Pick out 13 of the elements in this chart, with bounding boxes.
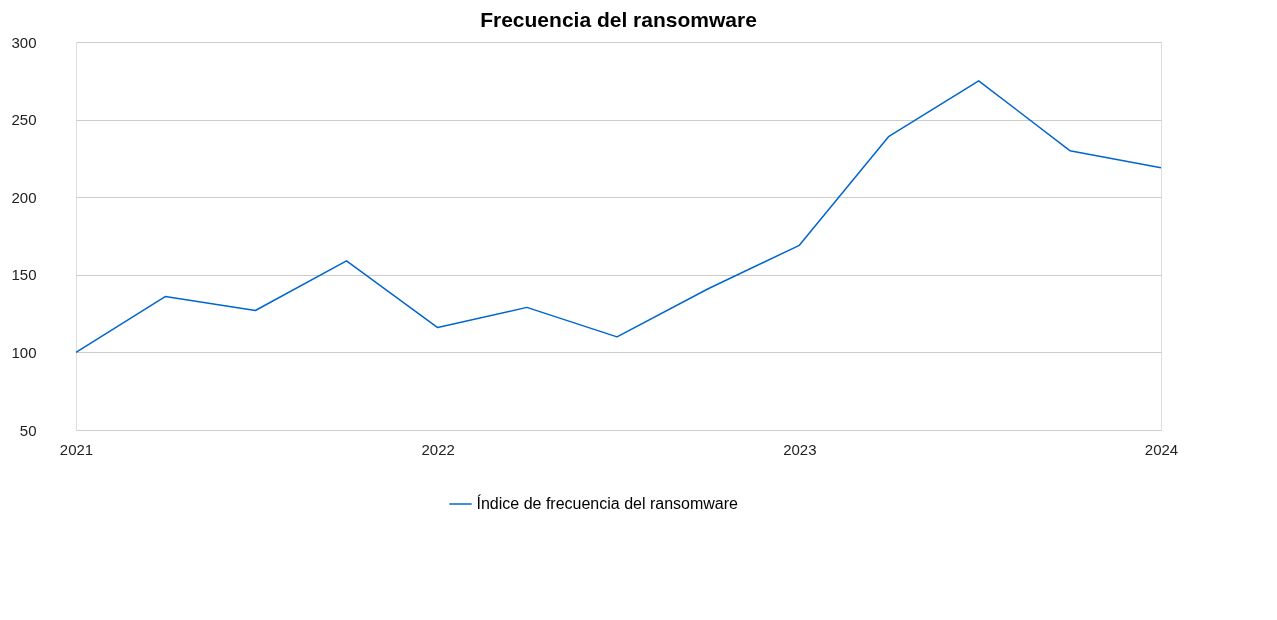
legend-label: Índice de frecuencia del ransomware xyxy=(476,494,739,512)
y-tick-label: 250 xyxy=(11,111,37,129)
chart-title: Frecuencia del ransomware xyxy=(480,8,757,31)
x-tick-label: 2024 xyxy=(1144,440,1179,458)
y-tick-label: 100 xyxy=(11,343,37,361)
y-tick-label: 50 xyxy=(19,421,37,439)
line-series xyxy=(75,80,1162,354)
x-tick-label: 2021 xyxy=(59,440,94,458)
x-tick-label: 2023 xyxy=(783,440,817,458)
y-tick-label: 150 xyxy=(11,266,37,284)
y-tick-label: 200 xyxy=(11,188,37,206)
y-tick-label: 300 xyxy=(11,33,37,51)
x-tick-label: 2022 xyxy=(421,440,455,458)
